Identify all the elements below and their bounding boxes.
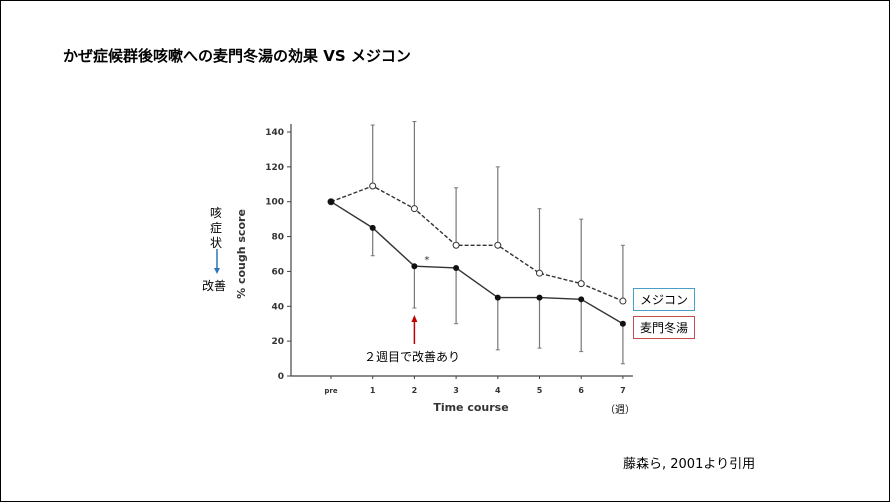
x-tick-label: 7 [620,386,626,395]
line-bakumondo [330,201,624,325]
x-tick-label: 4 [495,386,501,395]
point-bakumondo [619,320,626,327]
x-tick-label: 5 [537,386,543,395]
point-bakumondo [536,294,543,301]
improvement-arrow-head [214,268,220,274]
week-unit: （週） [605,405,635,416]
point-medicon [369,182,377,190]
citation: 藤森ら, 2001より引用 [623,457,756,472]
y-tick-label: 100 [265,198,284,208]
y-tick-label: 60 [271,267,284,277]
side-note-improve: 改善 [202,279,227,293]
week2-annotation: ２週目で改善あり [364,350,461,364]
x-tick-label: 3 [453,386,459,395]
point-medicon [536,269,543,277]
side-note-symptom: 咳 症 状 [210,206,222,251]
y-tick-label: 0 [278,372,284,382]
point-bakumondo [578,296,585,303]
point-bakumondo [369,224,376,231]
slide-title: かぜ症候群後咳嗽への麦門冬湯の効果 VS メジコン [63,47,411,65]
side-note-char: 症 [210,221,223,235]
legend-bakumondo: 麦門冬湯 [633,316,696,339]
y-tick-label: 120 [265,163,284,173]
point-bakumondo [494,294,501,301]
point-medicon [577,280,585,288]
legend-medicon: メジコン [633,288,696,311]
x-tick-label: 1 [370,386,376,395]
x-tick-label: 2 [412,386,418,395]
point-medicon [452,241,460,249]
y-tick-label: 20 [271,337,284,347]
line-medicon [330,185,624,302]
side-note-char: 状 [210,236,223,250]
point-medicon [494,241,502,249]
point-medicon [619,297,627,305]
point-bakumondo [328,198,334,205]
significance-marker: * [424,255,429,266]
x-tick-label: pre [324,387,337,395]
x-axis-label: Time course [433,401,508,414]
y-tick-label: 140 [265,128,284,138]
x-tick-label: 6 [578,386,584,395]
y-axis-label: % cough score [235,209,248,299]
y-tick-label: 80 [271,233,284,243]
y-tick-label: 40 [271,302,284,312]
point-bakumondo [411,263,418,270]
point-medicon [410,205,418,213]
point-bakumondo [453,264,460,271]
side-note-char: 咳 [210,206,223,220]
week2-arrow-head [411,315,418,322]
